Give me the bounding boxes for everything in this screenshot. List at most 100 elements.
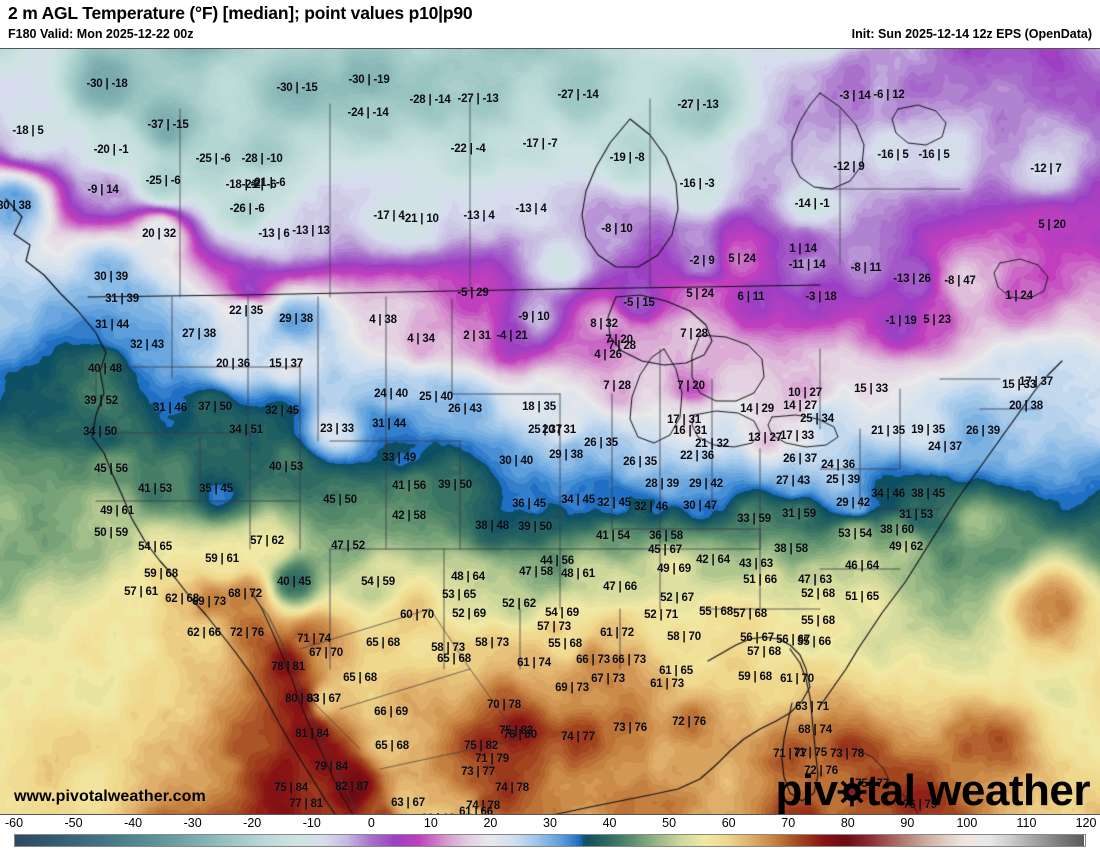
colorbar-swatch bbox=[967, 835, 971, 846]
point-value-label: 57 | 68 bbox=[747, 646, 781, 658]
colorbar-swatch bbox=[175, 835, 179, 846]
point-value-label: -17 | 4 bbox=[373, 210, 405, 222]
colorbar-swatch bbox=[573, 835, 577, 846]
colorbar-swatch bbox=[231, 835, 235, 846]
point-value-label: -16 | -3 bbox=[679, 178, 715, 190]
point-value-label: 20 | 36 bbox=[216, 358, 250, 370]
colorbar-swatch bbox=[1060, 835, 1063, 846]
point-value-label: 42 | 64 bbox=[696, 554, 730, 566]
colorbar-swatch bbox=[962, 835, 965, 846]
point-value-label: 25 | 37 bbox=[528, 424, 562, 436]
colorbar-swatch bbox=[691, 835, 695, 846]
colorbar-swatch bbox=[858, 835, 862, 846]
colorbar-swatch bbox=[202, 835, 205, 846]
point-value-label: 71 | 77 bbox=[773, 748, 807, 760]
colorbar-swatch bbox=[62, 835, 66, 846]
colorbar-swatch bbox=[187, 835, 191, 846]
colorbar-swatch bbox=[721, 835, 725, 846]
colorbar-swatch bbox=[671, 835, 675, 846]
point-value-label: 14 | 27 bbox=[783, 400, 817, 412]
colorbar-swatch bbox=[911, 835, 915, 846]
point-value-label: 40 | 45 bbox=[277, 576, 311, 588]
point-value-label: 7 | 28 bbox=[680, 328, 708, 340]
colorbar-swatch bbox=[300, 835, 303, 846]
point-value-label: 40 | 53 bbox=[269, 461, 303, 473]
point-value-label: 15 | 33 bbox=[1002, 379, 1036, 391]
colorbar-swatch bbox=[1012, 835, 1016, 846]
colorbar-swatch bbox=[484, 835, 488, 846]
colorbar-swatch bbox=[219, 835, 223, 846]
colorbar-swatch bbox=[136, 835, 140, 846]
colorbar-swatch bbox=[151, 835, 155, 846]
point-value-label: 80 | 83 bbox=[285, 693, 319, 705]
colorbar-swatch bbox=[498, 835, 502, 846]
colorbar-swatch bbox=[772, 835, 775, 846]
point-value-label: -3 | 18 bbox=[805, 291, 837, 303]
colorbar-swatch bbox=[822, 835, 826, 846]
colorbar-swatch bbox=[620, 835, 624, 846]
colorbar-swatch bbox=[810, 835, 814, 846]
point-value-label: -18 | -2 bbox=[225, 179, 261, 191]
point-value-label: -19 | -8 bbox=[609, 152, 645, 164]
point-value-label: 22 | 36 bbox=[680, 450, 714, 462]
colorbar-swatch bbox=[908, 835, 912, 846]
point-value-label: 36 | 58 bbox=[649, 530, 683, 542]
point-value-label: 41 | 56 bbox=[392, 480, 426, 492]
point-value-label: 29 | 42 bbox=[836, 497, 870, 509]
colorbar-swatch bbox=[546, 835, 550, 846]
colorbar-gradient[interactable] bbox=[14, 834, 1086, 847]
colorbar-swatch bbox=[463, 835, 467, 846]
point-value-label: 34 | 51 bbox=[229, 424, 263, 436]
point-value-label: 56 | 67 bbox=[776, 634, 810, 646]
colorbar-swatch bbox=[166, 835, 170, 846]
point-value-label: 47 | 66 bbox=[603, 581, 637, 593]
colorbar-swatch bbox=[682, 835, 686, 846]
colorbar-swatch bbox=[400, 835, 404, 846]
point-value-label: 57 | 68 bbox=[733, 608, 767, 620]
colorbar-swatch bbox=[653, 835, 657, 846]
point-value-label: 55 | 68 bbox=[548, 638, 582, 650]
point-value-label: 72 | 76 bbox=[672, 716, 706, 728]
point-value-label: -30 | -15 bbox=[276, 82, 318, 94]
colorbar-swatch bbox=[32, 835, 36, 846]
colorbar-swatch bbox=[855, 835, 859, 846]
point-value-label: 38 | 60 bbox=[880, 524, 914, 536]
colorbar-swatch bbox=[442, 835, 446, 846]
colorbar-swatch bbox=[1051, 835, 1055, 846]
colorbar-swatch bbox=[890, 835, 894, 846]
colorbar-swatch bbox=[644, 835, 648, 846]
colorbar-swatch bbox=[454, 835, 458, 846]
colorbar-swatch bbox=[89, 835, 93, 846]
colorbar-swatch bbox=[923, 835, 927, 846]
temperature-field-canvas[interactable] bbox=[0, 49, 1100, 814]
point-value-label: 57 | 62 bbox=[250, 535, 284, 547]
point-value-label: 17 | 31 bbox=[667, 414, 701, 426]
point-value-label: 61 | 66 bbox=[459, 806, 493, 815]
colorbar-swatch bbox=[469, 835, 473, 846]
colorbar-swatch bbox=[1021, 835, 1025, 846]
point-value-label: 45 | 50 bbox=[323, 494, 357, 506]
colorbar-swatch bbox=[121, 835, 125, 846]
colorbar-tick: 90 bbox=[900, 816, 915, 830]
point-value-label: 41 | 53 bbox=[138, 483, 172, 495]
colorbar-swatch bbox=[196, 835, 200, 846]
brand-watermark: piv bbox=[776, 766, 1091, 814]
point-value-label: 63 | 67 bbox=[307, 693, 341, 705]
colorbar-swatch bbox=[605, 835, 609, 846]
point-value-label: 66 | 73 bbox=[576, 654, 610, 666]
colorbar-swatch bbox=[543, 835, 547, 846]
colorbar-tick: 70 bbox=[781, 816, 796, 830]
colorbar-swatch bbox=[323, 835, 327, 846]
colorbar-swatch bbox=[587, 835, 591, 846]
point-value-label: -20 | -1 bbox=[93, 144, 129, 156]
point-value-label: 25 | 34 bbox=[800, 413, 834, 425]
map-container[interactable]: -18 | 5 -30 | -18 -37 | -15 -20 | -1 -9 | 14… bbox=[0, 48, 1100, 815]
colorbar-swatch bbox=[448, 835, 452, 846]
colorbar-swatch bbox=[852, 835, 856, 846]
colorbar-swatch bbox=[124, 835, 128, 846]
colorbar-swatch bbox=[246, 835, 250, 846]
point-value-label: 54 | 59 bbox=[361, 576, 395, 588]
colorbar-swatch bbox=[172, 835, 176, 846]
point-value-label: 42 | 58 bbox=[392, 510, 426, 522]
point-value-label: 31 | 53 bbox=[899, 509, 933, 521]
